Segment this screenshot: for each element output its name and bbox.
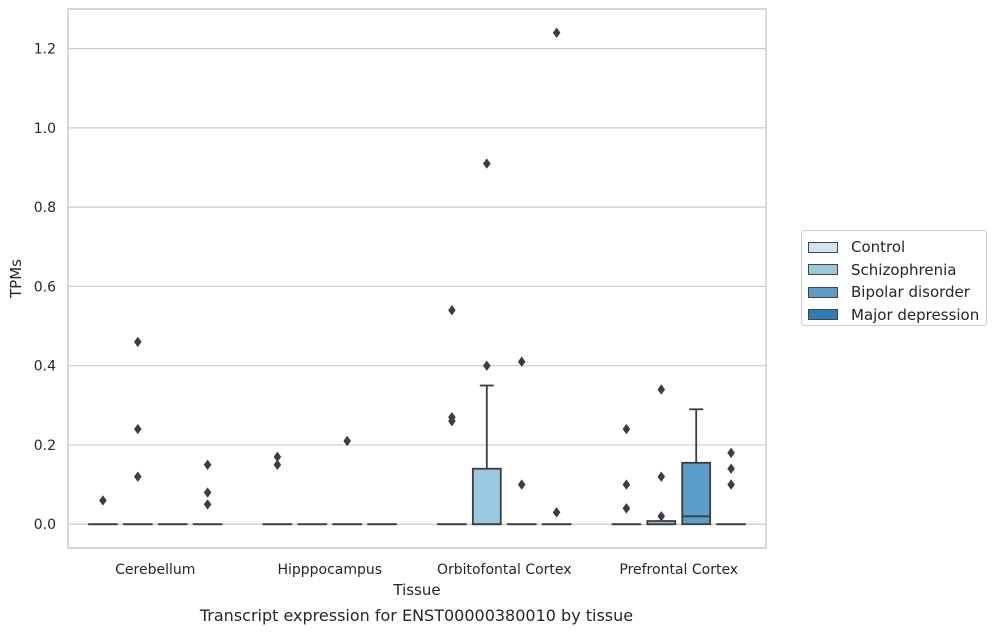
outlier-point [99,495,107,506]
box-major-depression [192,459,223,526]
outlier-point [448,305,456,316]
outlier-point [203,459,212,470]
box [471,467,502,526]
outlier-point [273,459,282,470]
x-tick-label: Orbitofontal Cortex [437,562,572,578]
legend-swatch [808,241,838,253]
legend-label: Bipolar disorder [851,283,970,302]
box-bipolar-disorder [332,435,363,526]
y-tick-label: 1.2 [34,42,56,58]
box-control [437,305,467,526]
box-schizophrenia [471,158,502,526]
outlier-point [552,507,561,518]
y-tick-label: 0.2 [34,438,56,454]
gridlines [68,48,766,525]
outlier-point [203,487,212,498]
box [681,461,712,526]
legend-item: Schizophrenia [808,259,986,282]
chart-caption: Transcript expression for ENST0000038001… [199,606,634,625]
outlier-point [552,27,561,38]
outlier-point [273,451,282,463]
outlier-point [657,471,666,482]
outlier-point [134,423,142,435]
outlier-point [134,336,142,348]
box-schizophrenia [646,384,677,526]
outlier-point [134,471,142,482]
legend: Control Schizophrenia Bipolar disorder Majo… [801,230,987,326]
legend-item: Bipolar disorder [808,281,986,304]
outlier-point [203,499,212,510]
outlier-point [622,423,631,435]
legend-item: Major depression [808,304,986,327]
y-tick-label: 0.4 [34,359,56,375]
outlier-point [727,463,735,474]
box-bipolar-disorder [681,408,712,526]
x-tick-label: Cerebellum [115,562,195,578]
outlier-point [622,503,631,514]
box-schizophrenia [122,336,153,526]
outlier-point [517,356,526,367]
y-tick-label: 1.0 [34,121,56,137]
box-major-depression [541,27,572,526]
y-tick-labels: 0.0 0.2 0.4 0.6 0.8 1.0 1.2 [34,42,56,534]
outlier-point [622,479,631,490]
outlier-point [517,479,526,490]
y-tick-label: 0.0 [34,517,56,533]
plot-frame [67,8,767,549]
y-axis-label: TPMs [7,259,25,299]
box-control [611,423,642,526]
legend-label: Schizophrenia [851,260,957,279]
legend-item: Control [808,236,986,259]
x-tick-label: Prefrontal Cortex [619,562,738,578]
legend-swatch [808,309,838,321]
y-tick-label: 0.8 [34,200,56,216]
outlier-point [657,384,666,395]
legend-label: Major depression [851,305,980,324]
box-control [88,495,118,526]
outlier-point [483,360,491,371]
x-axis-label: Tissue [392,581,440,599]
box-series [88,27,746,526]
legend-swatch [808,264,838,276]
outlier-point [727,447,735,459]
outlier-point [483,158,491,169]
x-tick-label: Hipppocampus [277,562,382,578]
box-control [262,451,293,526]
legend-label: Control [851,238,906,257]
box-bipolar-disorder [506,356,537,526]
outlier-point [727,479,735,490]
legend-swatch [808,286,838,298]
x-tick-labels: Cerebellum Hipppocampus Orbitofontal Corte… [115,562,738,578]
outlier-point [343,435,351,447]
box-major-depression [716,447,746,526]
outlier-point [448,412,456,423]
outlier-point [657,511,666,522]
y-tick-label: 0.6 [34,279,56,295]
